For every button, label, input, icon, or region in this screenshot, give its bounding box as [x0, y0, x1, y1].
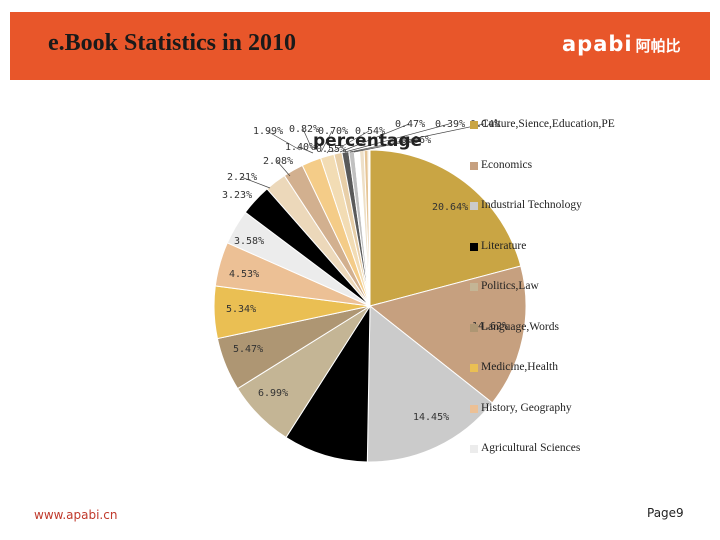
- legend-swatch: [470, 404, 478, 413]
- pie-slice-2: [366, 304, 494, 463]
- data-label: 1.40%: [285, 142, 315, 153]
- data-label: 5.47%: [233, 344, 263, 355]
- legend-label: Industrial Technology: [481, 199, 582, 211]
- legend-swatch: [470, 283, 478, 291]
- legend-swatch: [470, 364, 478, 372]
- data-label: 0.82%: [289, 124, 319, 135]
- legend-label: Agricultural Sciences: [481, 442, 581, 454]
- apabi-logo: apabi 阿帕比: [562, 32, 681, 56]
- legend-swatch: [470, 121, 478, 129]
- leader-line: [339, 123, 410, 153]
- leader-line: [320, 130, 333, 153]
- leader-line: [302, 128, 313, 150]
- pie-slice-3: [285, 304, 371, 463]
- pie-slice-21: [368, 149, 371, 307]
- data-label: 3.23%: [222, 190, 252, 201]
- legend-label: Politics,Law: [481, 280, 539, 292]
- data-label: 4.53%: [229, 269, 259, 280]
- data-label: 3.58%: [234, 236, 264, 247]
- legend-label: Medicine,Health: [481, 361, 558, 373]
- footer-url[interactable]: www.apabi.cn: [34, 508, 118, 522]
- leader-line: [353, 139, 416, 153]
- leader-line: [326, 148, 331, 154]
- logo-text-cjk: 阿帕比: [635, 37, 681, 55]
- leader-line: [276, 160, 291, 177]
- legend-swatch: [470, 323, 478, 332]
- slide-title: e.Book Statistics in 2010: [48, 30, 297, 56]
- pie-slice-1: [368, 265, 527, 404]
- data-label: 2.21%: [227, 172, 257, 183]
- data-label: 1.99%: [253, 126, 283, 137]
- legend-swatch: [470, 161, 478, 170]
- data-label: 20.64%: [432, 202, 468, 213]
- logo-text: apabi: [562, 32, 633, 56]
- data-label: 14.62%: [472, 321, 508, 332]
- leader-line: [240, 176, 271, 189]
- chart-title: percentage: [313, 131, 422, 151]
- data-label: 0.70%: [318, 126, 348, 137]
- legend-label: History, Geography: [481, 401, 572, 414]
- data-label: 0.14%: [470, 119, 500, 130]
- data-label: 0.54%: [355, 126, 385, 137]
- data-label: 0.39%: [435, 119, 465, 130]
- leader-line: [349, 123, 485, 153]
- legend-label: Culture,Sience,Education,PE: [481, 118, 615, 130]
- legend-label: Economics: [481, 158, 533, 171]
- page-number: Page9: [647, 506, 684, 520]
- data-label: 0.55%: [316, 144, 346, 155]
- leader-line: [298, 146, 314, 154]
- title-bar: [10, 12, 710, 80]
- data-label: 2.08%: [263, 156, 293, 167]
- pie-slice-0: [369, 149, 522, 307]
- data-label: 5.34%: [226, 304, 256, 315]
- legend-swatch: [470, 242, 478, 251]
- leader-line: [344, 123, 450, 153]
- data-label: 6.99%: [258, 388, 288, 399]
- data-label: 14.45%: [413, 412, 449, 423]
- legend-label: Literature: [481, 239, 527, 252]
- legend-label: Language,Words: [481, 320, 559, 333]
- leader-line: [331, 130, 370, 153]
- data-label: 0.06%: [401, 135, 431, 146]
- data-label: 0.47%: [395, 119, 425, 130]
- header: e.Book Statistics in 2010 apabi 阿帕比: [0, 0, 720, 90]
- leader-line: [266, 130, 301, 151]
- legend-swatch: [470, 445, 478, 453]
- legend-swatch: [470, 202, 478, 210]
